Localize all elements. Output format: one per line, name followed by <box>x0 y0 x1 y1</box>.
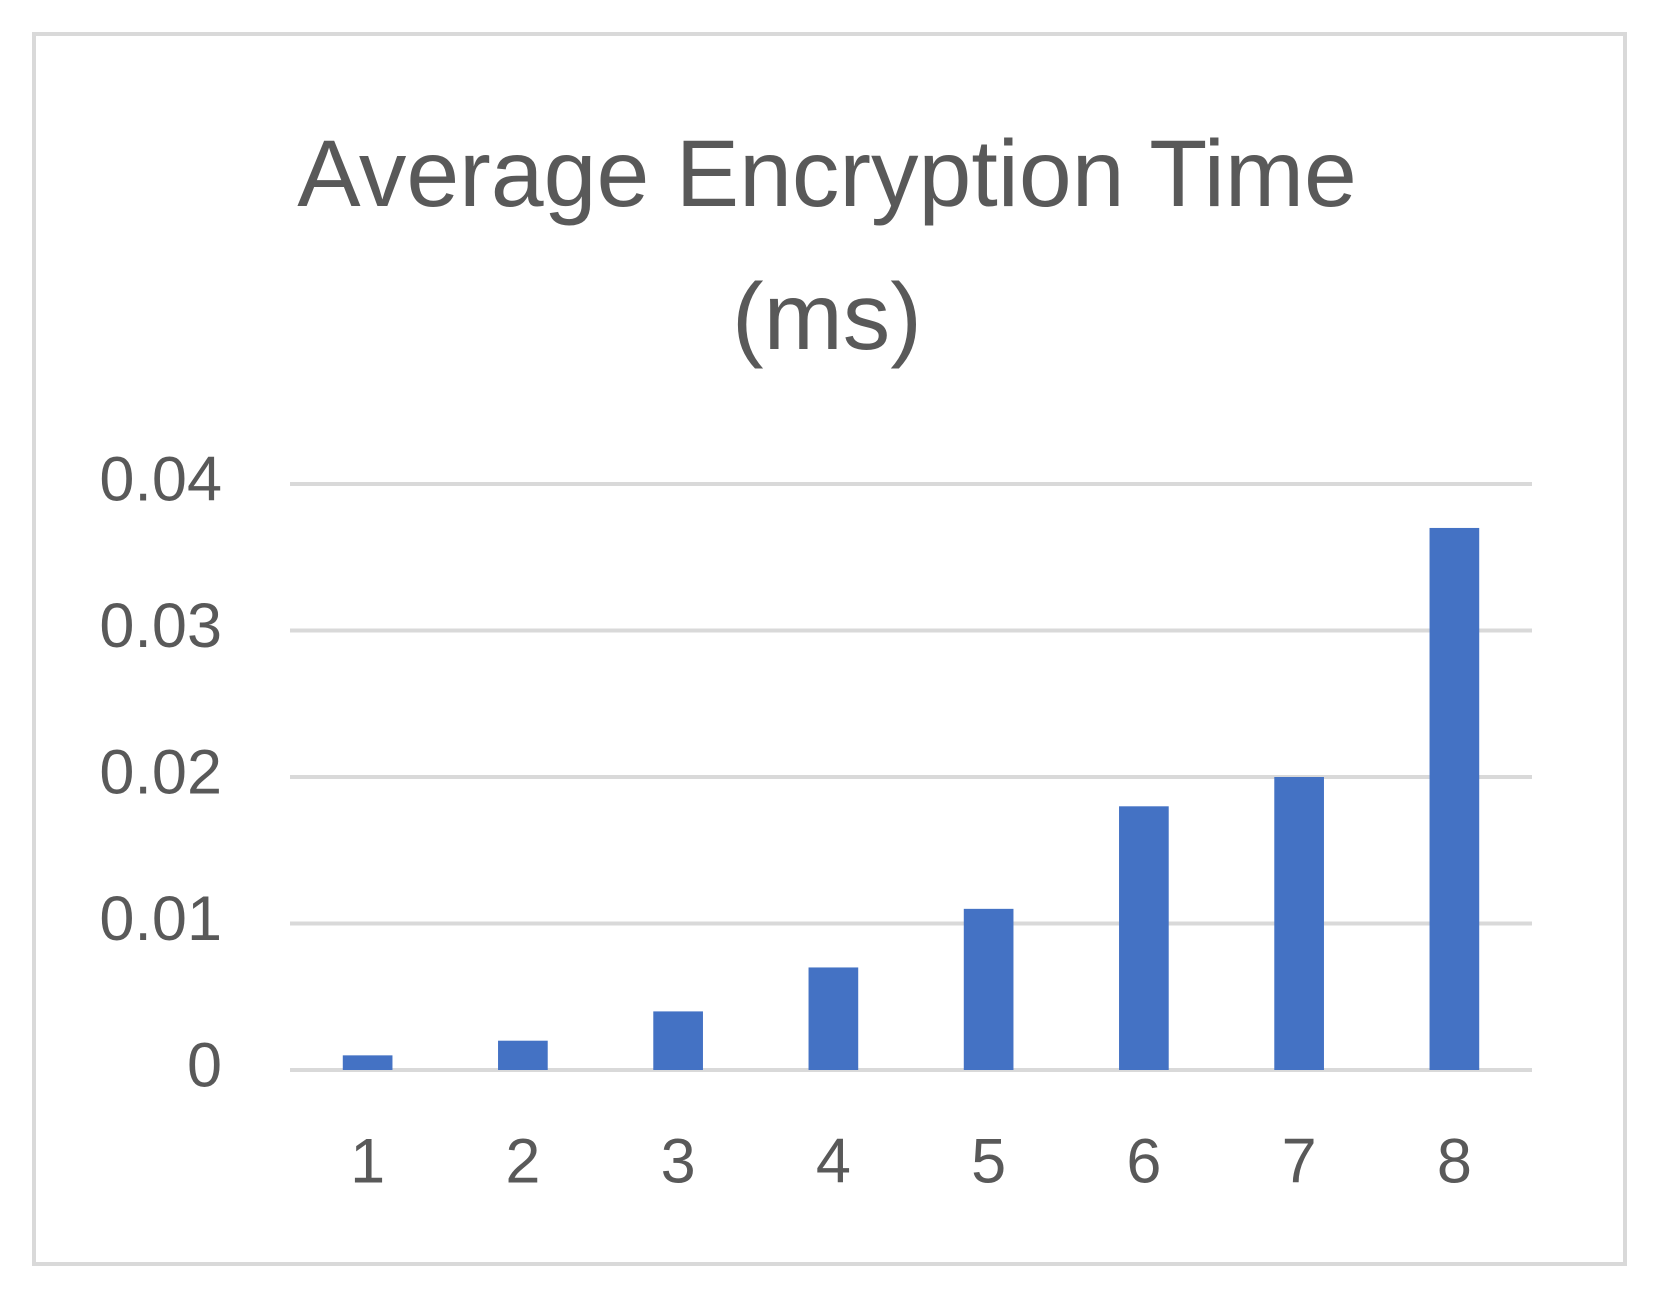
bar <box>653 1011 703 1070</box>
x-tick-label: 2 <box>505 1127 540 1197</box>
bar <box>808 967 859 1070</box>
y-tick-label: 0.01 <box>99 884 222 954</box>
y-tick-label: 0 <box>187 1031 222 1101</box>
x-tick-label: 8 <box>1437 1127 1472 1197</box>
y-tick-label: 0.02 <box>99 738 222 808</box>
x-tick-label: 3 <box>661 1127 696 1197</box>
x-tick-label: 7 <box>1282 1127 1317 1197</box>
x-tick-label: 5 <box>971 1127 1006 1197</box>
bar <box>1429 527 1480 1070</box>
y-tick-label: 0.03 <box>99 591 222 661</box>
chart-title: Average Encryption Time (ms) <box>297 121 1357 370</box>
y-tick-label: 0.04 <box>99 445 222 515</box>
bar <box>963 908 1014 1070</box>
x-tick-label: 1 <box>350 1127 385 1197</box>
bar <box>498 1040 548 1070</box>
bar <box>1119 806 1169 1070</box>
x-tick-label: 6 <box>1126 1127 1161 1197</box>
bar <box>342 1055 393 1070</box>
x-tick-label: 4 <box>816 1127 851 1197</box>
bar <box>1274 777 1324 1070</box>
